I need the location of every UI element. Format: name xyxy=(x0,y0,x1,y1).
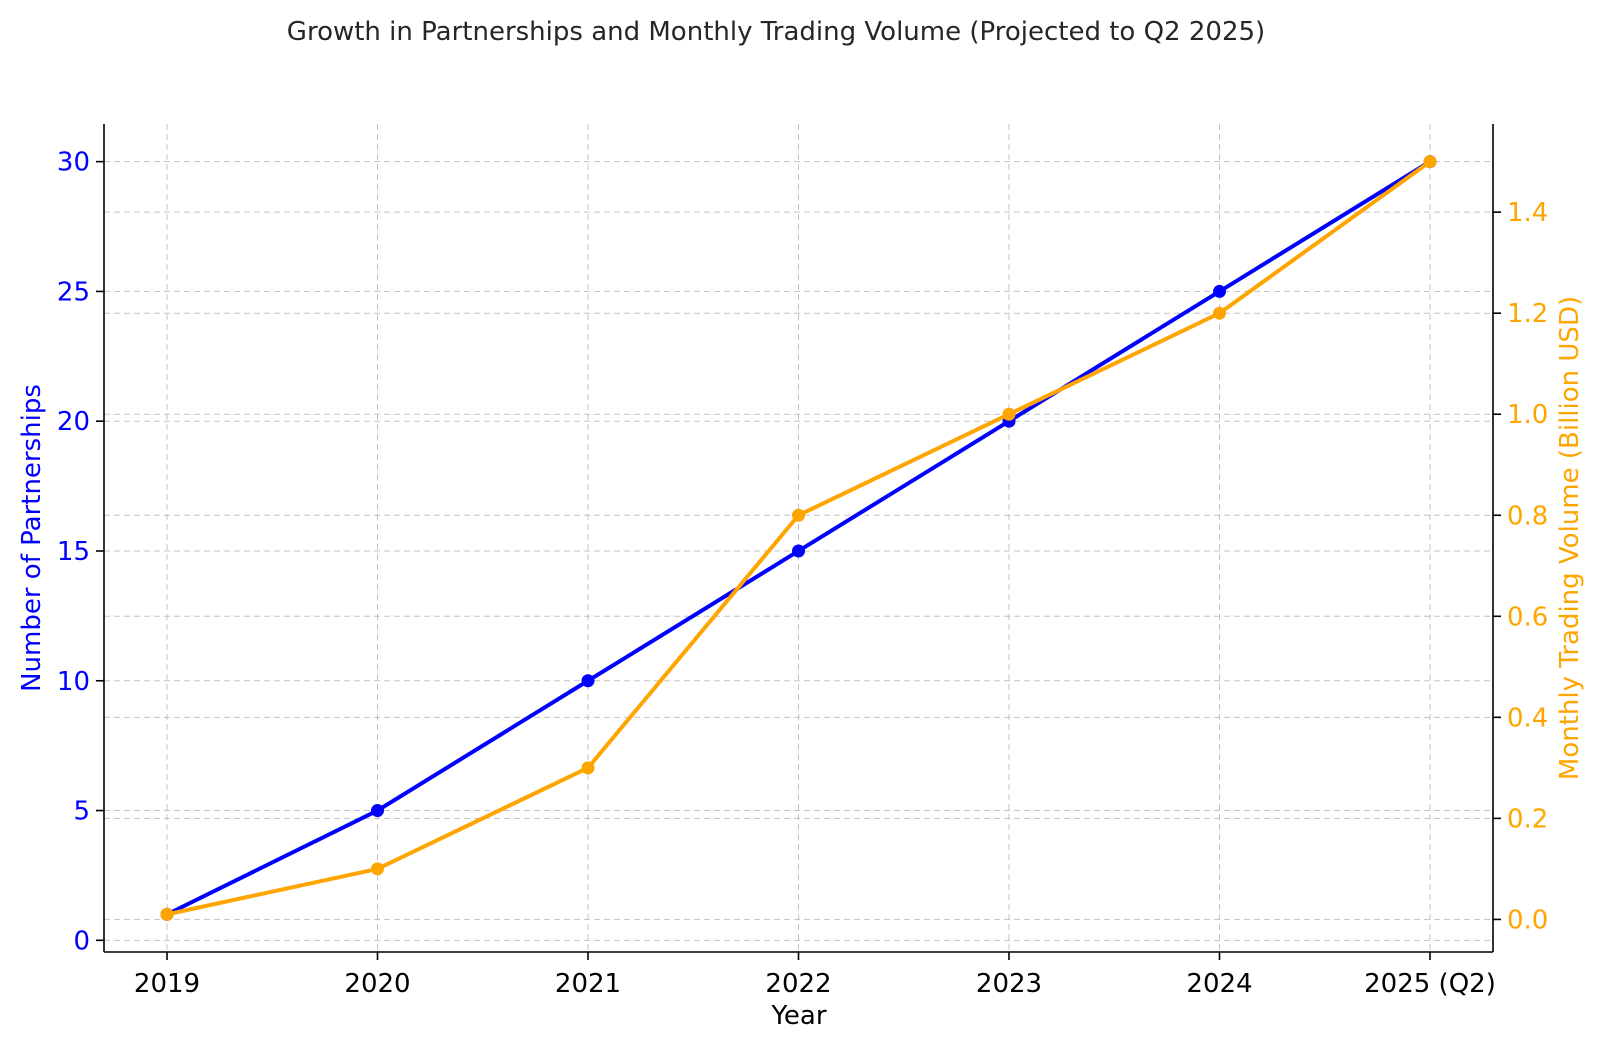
data-point-partnerships-2022 xyxy=(792,544,805,558)
data-point-partnerships-2020 xyxy=(371,804,384,818)
x-tick-label-2024: 2024 xyxy=(1186,969,1252,999)
x-tick-label-2020: 2020 xyxy=(344,969,410,999)
right-tick-label-1-4: 1.4 xyxy=(1507,198,1548,228)
left-tick-label-0: 0 xyxy=(73,926,90,956)
left-tick-label-15: 15 xyxy=(57,537,90,567)
x-axis-label: Year xyxy=(770,1001,826,1031)
chart-title: Growth in Partnerships and Monthly Tradi… xyxy=(287,17,1265,47)
left-tick-label-20: 20 xyxy=(57,407,90,437)
right-tick-label-0-8: 0.8 xyxy=(1507,501,1548,531)
data-point-trading-volume-2021 xyxy=(581,761,595,775)
data-point-trading-volume-2024 xyxy=(1213,306,1226,320)
x-tick-label-2022: 2022 xyxy=(765,969,831,999)
right-tick-label-1-2: 1.2 xyxy=(1507,299,1548,329)
series-lines xyxy=(160,155,1437,921)
axis-ticks: 2019 2020 2021 2022 2023 2024 2025 (Q2) 0 5 10 15 2… xyxy=(57,148,1548,999)
right-tick-label-1-0: 1.0 xyxy=(1507,400,1548,430)
right-tick-label-0-0: 0.0 xyxy=(1507,905,1548,935)
x-tick-label-2021: 2021 xyxy=(555,969,621,999)
right-tick-label-0-2: 0.2 xyxy=(1507,804,1548,834)
x-tick-label-2025-q2: 2025 (Q2) xyxy=(1364,969,1496,999)
left-tick-label-30: 30 xyxy=(57,148,90,178)
data-point-partnerships-2021 xyxy=(581,674,595,688)
x-tick-label-2019: 2019 xyxy=(134,969,200,999)
left-tick-label-5: 5 xyxy=(73,797,90,827)
data-point-trading-volume-2020 xyxy=(371,862,384,876)
data-point-trading-volume-2025-q2 xyxy=(1423,155,1437,169)
right-tick-label-0-4: 0.4 xyxy=(1507,703,1548,733)
left-tick-label-10: 10 xyxy=(57,667,90,697)
data-point-trading-volume-2019 xyxy=(160,907,174,921)
left-axis-label: Number of Partnerships xyxy=(17,384,47,692)
data-point-trading-volume-2023 xyxy=(1002,407,1016,421)
left-tick-label-25: 25 xyxy=(57,277,90,307)
right-tick-label-0-6: 0.6 xyxy=(1507,602,1548,632)
data-point-trading-volume-2022 xyxy=(792,508,805,522)
x-tick-label-2023: 2023 xyxy=(976,969,1042,999)
right-axis-label: Monthly Trading Volume (Billion USD) xyxy=(1555,296,1585,780)
data-point-partnerships-2024 xyxy=(1213,284,1226,298)
